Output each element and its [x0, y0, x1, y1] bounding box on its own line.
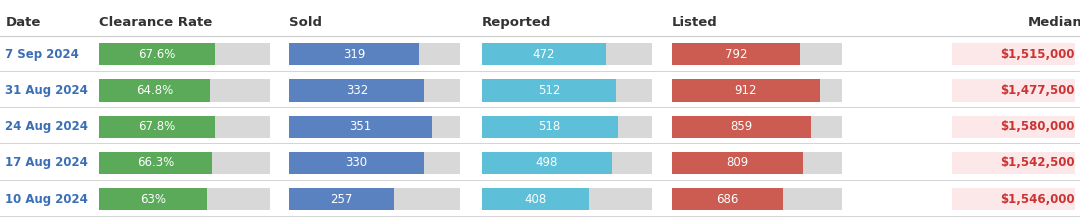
Text: 24 Aug 2024: 24 Aug 2024	[5, 120, 89, 133]
Bar	[482, 116, 618, 138]
Text: 257: 257	[330, 193, 353, 206]
Bar	[482, 152, 612, 174]
Text: 63%: 63%	[140, 193, 166, 206]
Text: $1,542,500: $1,542,500	[1000, 157, 1075, 169]
Text: Date: Date	[5, 16, 41, 29]
Text: 17 Aug 2024: 17 Aug 2024	[5, 157, 89, 169]
Bar	[99, 188, 207, 210]
Bar	[672, 116, 811, 138]
Bar	[951, 79, 1075, 102]
Bar	[951, 188, 1075, 210]
Bar	[289, 43, 460, 65]
Bar	[99, 43, 270, 65]
Bar	[672, 43, 842, 65]
Text: 351: 351	[350, 120, 372, 133]
Bar	[672, 79, 820, 102]
Bar	[482, 79, 652, 102]
Text: 859: 859	[730, 120, 753, 133]
Bar	[672, 152, 804, 174]
Bar	[289, 152, 423, 174]
Text: Reported: Reported	[482, 16, 551, 29]
Text: 809: 809	[727, 157, 748, 169]
Bar	[482, 79, 616, 102]
Text: 330: 330	[346, 157, 367, 169]
Bar	[99, 43, 215, 65]
Text: $1,477,500: $1,477,500	[1000, 84, 1075, 97]
Text: Clearance Rate: Clearance Rate	[99, 16, 213, 29]
Text: 7 Sep 2024: 7 Sep 2024	[5, 48, 79, 61]
Bar	[289, 188, 460, 210]
Text: 67.6%: 67.6%	[138, 48, 176, 61]
Bar	[289, 116, 460, 138]
Bar	[289, 79, 460, 102]
Bar	[289, 116, 432, 138]
Text: $1,515,000: $1,515,000	[1000, 48, 1075, 61]
Bar	[289, 152, 460, 174]
Bar	[99, 116, 215, 138]
Bar	[99, 79, 210, 102]
Bar	[672, 188, 842, 210]
Bar	[482, 188, 589, 210]
Text: 332: 332	[346, 84, 368, 97]
Bar	[672, 79, 842, 102]
Bar	[289, 79, 424, 102]
Bar	[672, 188, 783, 210]
Text: 512: 512	[538, 84, 561, 97]
Bar	[482, 188, 652, 210]
Text: 518: 518	[539, 120, 561, 133]
Text: 10 Aug 2024: 10 Aug 2024	[5, 193, 89, 206]
Bar	[99, 188, 270, 210]
Text: 319: 319	[343, 48, 365, 61]
Bar	[289, 188, 394, 210]
Text: $1,546,000: $1,546,000	[1000, 193, 1075, 206]
Bar	[482, 43, 606, 65]
Text: 64.8%: 64.8%	[136, 84, 173, 97]
Bar	[672, 152, 842, 174]
Bar	[289, 43, 419, 65]
Bar	[99, 79, 270, 102]
Bar	[99, 152, 270, 174]
Bar	[951, 43, 1075, 65]
Bar	[99, 152, 213, 174]
Text: 31 Aug 2024: 31 Aug 2024	[5, 84, 89, 97]
Bar	[99, 116, 270, 138]
Bar	[482, 152, 652, 174]
Text: 472: 472	[532, 48, 555, 61]
Bar	[951, 152, 1075, 174]
Text: 408: 408	[524, 193, 546, 206]
Text: 686: 686	[716, 193, 739, 206]
Text: 792: 792	[725, 48, 747, 61]
Text: Median: Median	[1027, 16, 1080, 29]
Text: Sold: Sold	[289, 16, 323, 29]
Bar	[672, 116, 842, 138]
Text: Listed: Listed	[672, 16, 717, 29]
Text: 67.8%: 67.8%	[138, 120, 176, 133]
Bar	[482, 116, 652, 138]
Text: 66.3%: 66.3%	[137, 157, 175, 169]
Bar	[672, 43, 800, 65]
Text: 912: 912	[734, 84, 757, 97]
Text: $1,580,000: $1,580,000	[1000, 120, 1075, 133]
Bar	[951, 116, 1075, 138]
Bar	[482, 43, 652, 65]
Text: 498: 498	[536, 157, 558, 169]
